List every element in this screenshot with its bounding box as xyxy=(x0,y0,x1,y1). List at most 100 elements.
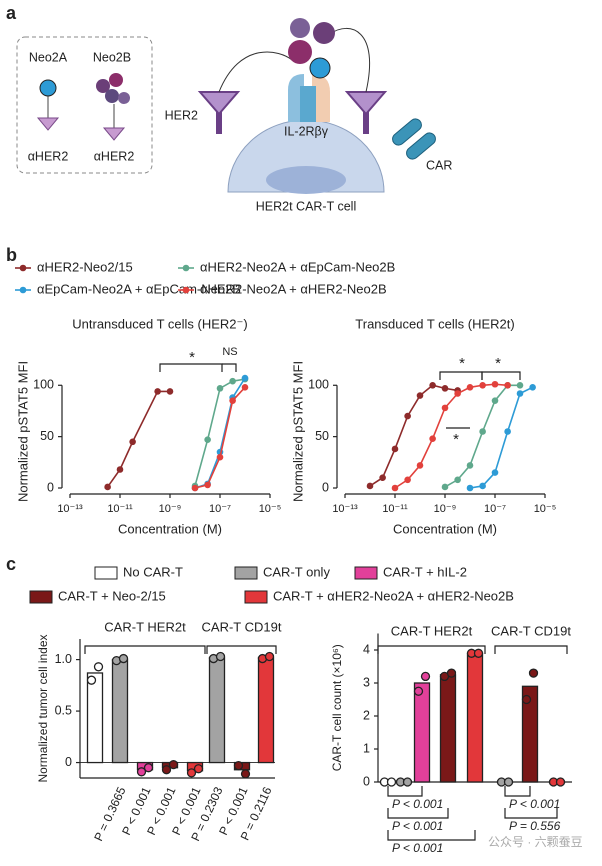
y-tick-label: 100 xyxy=(33,378,54,392)
diagram-label: HER2t CAR-T cell xyxy=(256,199,356,213)
y-tick-label: 0 xyxy=(363,774,370,788)
replicate-dot xyxy=(161,765,172,775)
data-point xyxy=(104,483,111,491)
her2-stem xyxy=(216,110,222,134)
replicate-dot xyxy=(86,675,97,685)
p-bracket xyxy=(387,786,423,797)
p-value: P < 0.001 xyxy=(392,797,443,811)
legend-label: αHER2-Neo2A + αHER2-Neo2B xyxy=(200,281,387,296)
data-point xyxy=(404,476,411,484)
legend-label: αEpCam-Neo2A + αEpCam-Neo2B xyxy=(37,281,241,296)
neo2a-ball xyxy=(309,57,331,79)
legend-label: CAR-T only xyxy=(263,564,330,579)
data-point xyxy=(516,390,524,397)
legend-label: αHER2-Neo2A + αEpCam-Neo2B xyxy=(200,259,395,274)
data-point xyxy=(479,381,486,389)
group-label: CAR-T HER2t xyxy=(104,619,186,634)
group-label: CAR-T CD19t xyxy=(202,619,282,634)
replicate-dot xyxy=(473,648,484,658)
watermark: 公众号 · 六颗蚕豆 xyxy=(488,835,583,849)
annotation: * xyxy=(189,349,195,366)
neo2b-ball xyxy=(288,40,312,64)
x-tick-label: 10⁻⁵ xyxy=(534,503,557,515)
p-value: P < 0.001 xyxy=(392,819,443,833)
replicate-dot xyxy=(555,777,566,787)
legend-label: αHER2-Neo2/15 xyxy=(37,259,133,274)
y-tick-label: 50 xyxy=(40,429,54,443)
panel-label: c xyxy=(6,554,16,574)
y-axis-label: Normalized pSTAT5 MFI xyxy=(290,361,305,502)
replicate-dot xyxy=(402,777,413,787)
y-axis-label: Normalized pSTAT5 MFI xyxy=(15,361,30,502)
data-point xyxy=(241,384,249,391)
group-bracket xyxy=(494,645,568,654)
data-point xyxy=(216,453,224,461)
data-point xyxy=(391,484,399,492)
data-point xyxy=(416,462,424,469)
neo2b-ball xyxy=(290,18,310,38)
legend-swatch xyxy=(94,566,118,580)
data-point xyxy=(479,482,486,490)
replicate-dot xyxy=(118,653,129,664)
legend-label: CAR-T + Neo-2/15 xyxy=(58,588,166,603)
replicate-dot xyxy=(521,694,532,705)
nucleus xyxy=(266,166,346,194)
diagram-label: Neo2B xyxy=(93,50,131,64)
y-tick-label: 1.0 xyxy=(55,652,72,666)
legend-marker xyxy=(182,286,190,294)
data-point xyxy=(441,404,449,412)
diagram-label: αHER2 xyxy=(94,149,135,163)
car xyxy=(392,118,422,146)
bracket xyxy=(222,363,237,372)
replicate-dot xyxy=(193,764,204,774)
replicate-dot xyxy=(240,769,251,779)
y-axis-label: CAR-T cell count (×10⁶) xyxy=(330,644,344,771)
diagram-label: IL-2Rβγ xyxy=(284,124,329,138)
group-bracket xyxy=(84,645,206,654)
bar xyxy=(521,685,539,783)
neo2a-ball xyxy=(39,79,57,97)
panel-label: a xyxy=(6,3,17,23)
dashed-box xyxy=(16,36,153,174)
data-point xyxy=(229,397,236,404)
data-point xyxy=(229,377,236,385)
antibody xyxy=(102,127,126,141)
il2r xyxy=(300,86,316,122)
data-point xyxy=(529,384,536,391)
legend-label: CAR-T + αHER2-Neo2A + αHER2-Neo2B xyxy=(273,588,514,603)
legend-swatch xyxy=(244,590,268,604)
y-tick-label: 100 xyxy=(308,378,329,392)
neo2b-ball xyxy=(109,73,123,87)
legend-swatch xyxy=(234,566,258,580)
diagram-label: HER2 xyxy=(165,108,198,122)
data-point xyxy=(404,412,411,420)
diagram: Neo2A Neo2B αHER2 αHER2 HER2 IL-2Rβγ CAR… xyxy=(16,18,452,213)
replicate-dot xyxy=(528,668,539,678)
antibody xyxy=(36,117,60,131)
chart-title: Transduced T cells (HER2t) xyxy=(355,316,514,331)
data-point xyxy=(441,385,449,392)
data-point xyxy=(466,484,474,492)
neo2b-ball xyxy=(96,79,110,93)
replicate-dot xyxy=(233,760,244,771)
p-value: P < 0.001 xyxy=(392,841,443,855)
legend-label: No CAR-T xyxy=(123,564,183,579)
bar xyxy=(466,652,484,783)
replicate-dot xyxy=(420,671,431,682)
p-bracket xyxy=(387,808,449,819)
bracket xyxy=(481,371,521,380)
replicate-dot xyxy=(136,767,147,777)
y-tick-label: 0 xyxy=(322,480,329,494)
y-tick-label: 3 xyxy=(363,675,370,689)
p-bracket xyxy=(504,808,558,819)
linker xyxy=(329,27,371,93)
p-value: P = 0.556 xyxy=(509,819,561,833)
group-bracket xyxy=(377,645,486,654)
bar xyxy=(111,658,129,764)
bar xyxy=(439,674,457,783)
replicate-dot xyxy=(143,763,154,773)
neo2b-ball xyxy=(313,22,335,44)
y-tick-label: 1 xyxy=(363,741,370,755)
legend-label: CAR-T + hIL-2 xyxy=(383,564,467,579)
annotation: NS xyxy=(222,346,237,358)
